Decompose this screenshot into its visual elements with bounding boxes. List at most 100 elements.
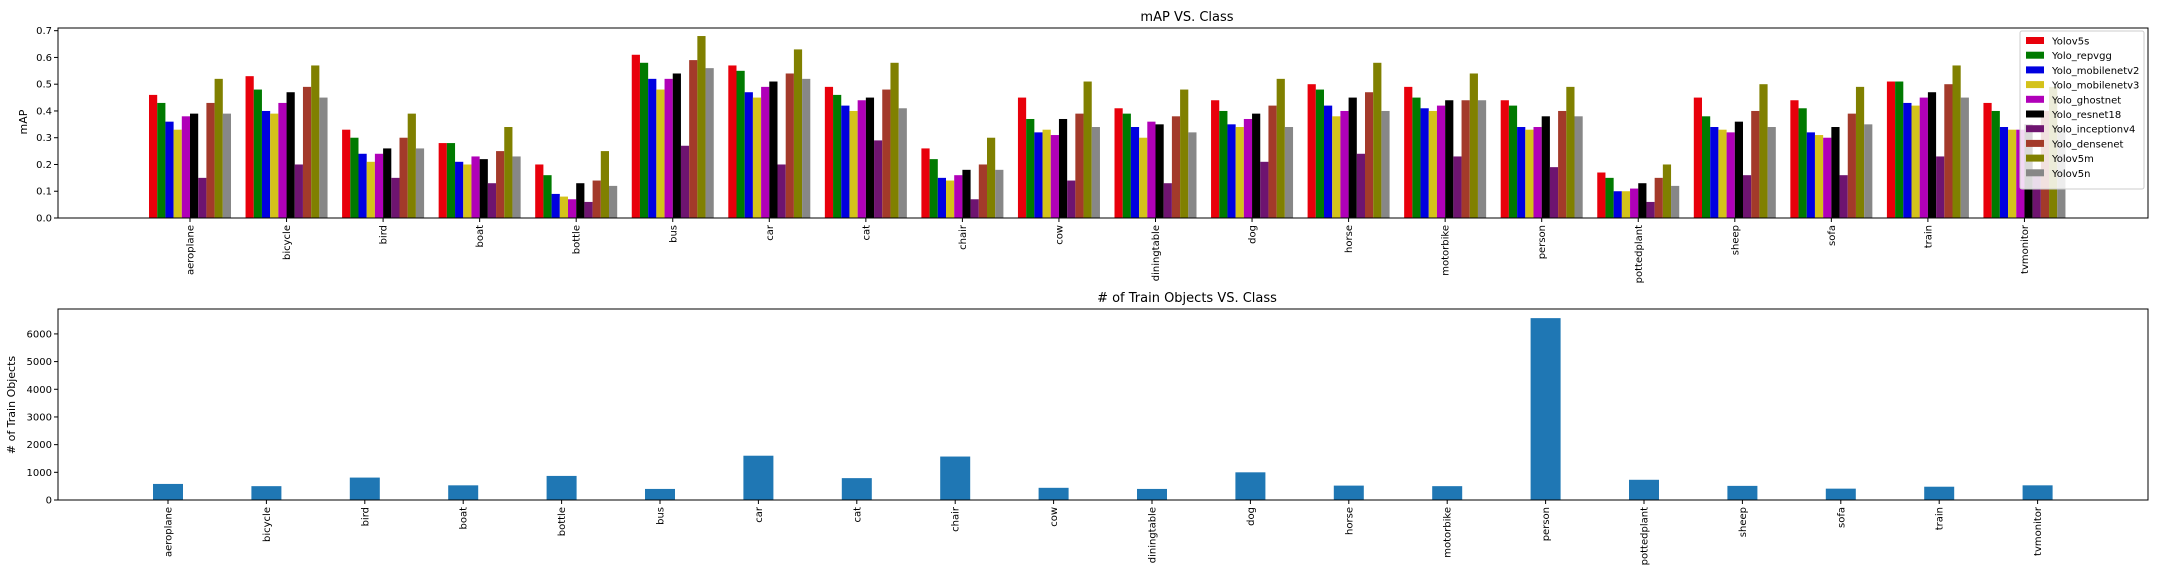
map-x-tick-label-dog: dog [1248, 225, 1259, 244]
count-x-tick-label-diningtable: diningtable [1148, 507, 1159, 563]
bar-yolo-densenet-pottedplant [1654, 177, 1663, 218]
bar-yolo-resnet18-bus [672, 73, 681, 219]
legend-label-yolo-mobilenetv2: Yolo_mobilenetv2 [2051, 66, 2139, 77]
map-x-tick-label-cow: cow [1054, 225, 1065, 245]
bar-yolo-densenet-chair [978, 164, 987, 218]
bar-yolo-inceptionv4-chair [970, 199, 979, 218]
bar-yolov5m-horse [1373, 62, 1382, 218]
bar-yolov5m-chair [987, 137, 996, 218]
count-x-tick-label-horse: horse [1344, 507, 1355, 535]
count-x-tick-label-sofa: sofa [1836, 507, 1847, 528]
bar-yolov5s-aeroplane [149, 94, 158, 218]
count-chart-ylabel: # of Train Objects [5, 356, 18, 455]
bar-yolo-repvgg-horse [1315, 89, 1324, 218]
bar-yolov5s-bus [631, 54, 640, 219]
map-y-tick-label: 0.1 [36, 187, 52, 198]
count-x-tick-label-train: train [1935, 507, 1946, 530]
bar-yolo-ghostnet-diningtable [1147, 121, 1156, 218]
bar-yolo-mobilenetv3-dog [1235, 127, 1244, 218]
count-x-tick-label-sheep: sheep [1738, 507, 1749, 537]
bar-yolov5n-bicycle [319, 97, 328, 218]
bar-yolo-mobilenetv2-tvmonitor [1999, 127, 2009, 218]
map-x-tick-label-bus: bus [668, 225, 679, 243]
bar-yolov5s-train [1886, 81, 1896, 219]
bar-yolov5n-person [1574, 116, 1583, 218]
count-bar-aeroplane [153, 483, 183, 500]
map-x-tick-label-diningtable: diningtable [1151, 225, 1162, 281]
map-plot-frame [57, 27, 2149, 219]
bar-yolov5n-boat [512, 156, 521, 218]
bar-yolov5m-motorbike [1469, 73, 1478, 219]
bar-yolov5m-bicycle [311, 65, 320, 219]
bar-yolo-ghostnet-bus [664, 78, 673, 218]
bar-yolov5m-car [793, 49, 803, 218]
bar-yolov5n-horse [1381, 110, 1390, 218]
map-y-tick-label: 0.5 [36, 80, 52, 91]
bar-yolo-mobilenetv3-horse [1332, 116, 1341, 218]
bar-yolo-densenet-aeroplane [206, 102, 215, 218]
bar-yolov5s-horse [1307, 84, 1316, 218]
bar-yolov5n-pottedplant [1671, 185, 1680, 218]
bar-yolo-repvgg-sheep [1702, 116, 1711, 218]
bar-yolo-mobilenetv3-chair [946, 180, 955, 218]
bar-yolo-densenet-bus [689, 60, 698, 218]
bar-yolo-resnet18-chair [962, 169, 971, 218]
bar-yolo-densenet-sofa [1847, 113, 1856, 218]
bar-yolo-inceptionv4-bird [391, 177, 400, 218]
bar-yolo-resnet18-train [1927, 92, 1937, 218]
count-bar-dog [1235, 472, 1266, 500]
bar-yolo-repvgg-tvmonitor [1991, 110, 2000, 218]
bar-yolo-mobilenetv2-bird [358, 153, 367, 218]
count-x-tick-label-dog: dog [1246, 507, 1257, 526]
count-x-tick-label-boat: boat [459, 507, 470, 530]
bar-yolo-ghostnet-pottedplant [1630, 188, 1639, 218]
legend-swatch-yolo-densenet [2026, 139, 2044, 147]
map-y-tick-label: 0.4 [36, 106, 52, 117]
bar-yolov5m-bus [697, 36, 706, 218]
count-plot-frame [57, 308, 2149, 501]
bar-yolo-ghostnet-cat [857, 100, 866, 218]
bar-yolo-mobilenetv2-cow [1034, 132, 1043, 218]
bar-yolov5m-person [1566, 86, 1575, 219]
legend-label-yolov5n: Yolov5n [2051, 169, 2090, 180]
bar-yolo-mobilenetv2-horse [1324, 105, 1333, 218]
count-x-tick-label-tvmonitor: tvmonitor [2033, 506, 2044, 556]
bar-yolo-resnet18-bird [383, 148, 392, 218]
count-y-tick-label: 0 [46, 496, 52, 507]
bar-yolo-ghostnet-car [761, 86, 770, 219]
count-y-tick-label: 4000 [27, 385, 52, 396]
bar-yolov5s-dog [1211, 100, 1220, 218]
bar-yolov5n-bottle [609, 185, 618, 218]
bar-yolo-densenet-cat [882, 89, 891, 218]
bar-yolo-repvgg-cow [1026, 118, 1035, 218]
count-x-tick-label-aeroplane: aeroplane [164, 507, 175, 557]
bar-yolo-resnet18-dog [1252, 113, 1261, 218]
bar-yolo-densenet-bird [399, 137, 408, 218]
bar-yolov5s-bicycle [245, 76, 254, 218]
map-x-tick-label-aeroplane: aeroplane [186, 225, 197, 275]
bar-yolo-mobilenetv3-pottedplant [1621, 191, 1631, 218]
bar-yolo-ghostnet-chair [954, 175, 963, 218]
bar-yolov5s-boat [438, 143, 447, 218]
bar-yolo-inceptionv4-cow [1067, 180, 1076, 218]
bar-yolo-inceptionv4-tvmonitor [2032, 175, 2041, 218]
bar-yolov5m-sofa [1855, 86, 1865, 219]
bar-yolo-repvgg-bus [639, 62, 649, 218]
bar-yolo-mobilenetv3-person [1525, 129, 1534, 218]
count-x-tick-label-bird: bird [360, 507, 371, 526]
bar-yolo-resnet18-bottle [576, 183, 585, 218]
map-x-tick-label-chair: chair [958, 224, 969, 250]
bar-yolov5s-bird [342, 129, 351, 218]
bar-yolo-mobilenetv3-diningtable [1139, 137, 1148, 218]
bar-yolo-ghostnet-bird [374, 153, 384, 218]
count-bar-pottedplant [1629, 479, 1659, 500]
bar-yolo-mobilenetv3-cat [849, 110, 858, 218]
bar-yolo-inceptionv4-bicycle [294, 164, 303, 218]
map-x-tick-label-pottedplant: pottedplant [1634, 225, 1645, 283]
map-y-axis: 0.0 0.1 0.2 0.3 0.4 0.5 0.6 0.7 [36, 26, 58, 225]
bar-yolo-resnet18-horse [1348, 97, 1357, 218]
bar-yolo-mobilenetv3-train [1911, 105, 1920, 218]
bar-yolov5m-dog [1276, 78, 1285, 218]
bar-yolo-mobilenetv3-bottle [559, 196, 568, 218]
bar-yolo-mobilenetv3-aeroplane [173, 129, 182, 218]
